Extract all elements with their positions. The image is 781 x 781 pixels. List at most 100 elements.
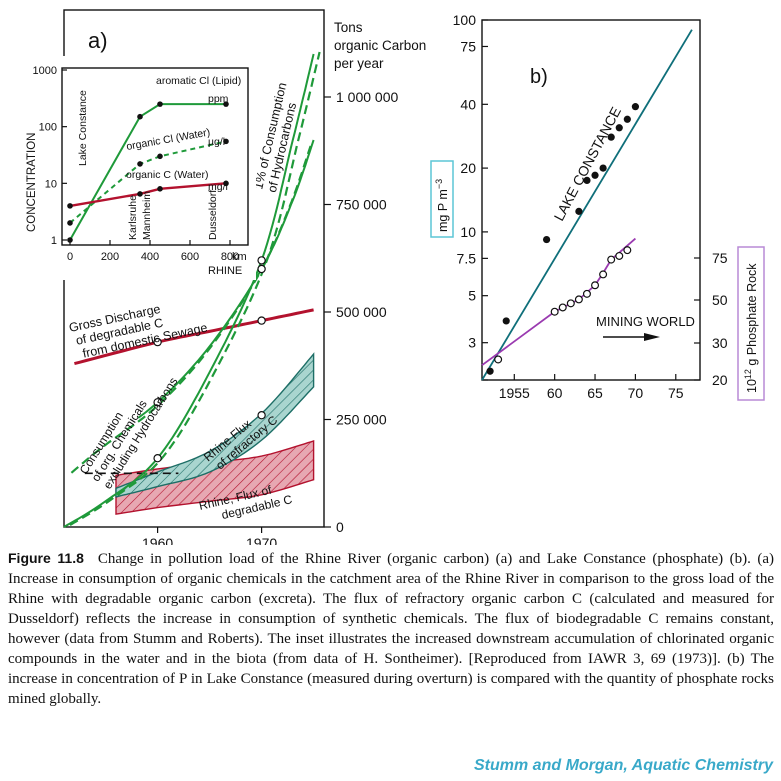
lake-constance-point bbox=[607, 133, 615, 141]
lake-constance-point bbox=[486, 367, 494, 375]
inset-label-aromatic: aromatic Cl (Lipid) bbox=[156, 75, 241, 87]
mining-world-point bbox=[550, 307, 559, 316]
inset-x-tick-label: 200 bbox=[101, 251, 119, 263]
mining-world-point bbox=[607, 255, 616, 264]
inset-x-unit: km bbox=[232, 251, 247, 263]
right-tick-label: 500 000 bbox=[336, 304, 387, 320]
data-marker bbox=[257, 411, 266, 420]
panel-a-x-ticks: 1960 1970 bbox=[142, 527, 277, 545]
inset-series-point bbox=[137, 113, 143, 120]
inset-x-tick-label: 400 bbox=[141, 251, 159, 263]
curve-gross-discharge bbox=[74, 308, 314, 366]
left-tick-label: 7.5 bbox=[457, 250, 477, 266]
credit-line: Stumm and Morgan, Aquatic Chemistry bbox=[474, 757, 773, 774]
lake-constance-point bbox=[631, 103, 640, 111]
left-tick-label: 75 bbox=[460, 38, 476, 54]
right-tick-label: 250 000 bbox=[336, 412, 387, 428]
inset-series-point bbox=[223, 180, 229, 187]
caption-text: Change in pollution load of the Rhine Ri… bbox=[8, 551, 774, 707]
inset-unit-aromatic: ppm bbox=[208, 93, 229, 105]
panel-b-left-ticks: 100 75 40 20 10 7.5 5 3 bbox=[453, 12, 488, 381]
panel-b-series bbox=[481, 29, 693, 381]
right-tick-label: 50 bbox=[712, 292, 728, 308]
data-marker bbox=[153, 398, 162, 407]
inset-y-ticks: 1000 100 10 1 bbox=[33, 65, 67, 247]
inset-x-ticks: 0 200 400 600 800 bbox=[67, 240, 239, 263]
lake-constance-point bbox=[502, 317, 510, 325]
panel-b-x-ticks: 1955 60 65 70 75 bbox=[499, 374, 684, 401]
x-tick-label: 1960 bbox=[142, 535, 173, 545]
inset-label-organic-c: organic C (Water) bbox=[126, 169, 208, 181]
label-gross-discharge: Gross Discharge of degradable C from dom… bbox=[68, 302, 209, 361]
inset-series-point bbox=[67, 203, 73, 209]
label-hydrocarbons: 1% of Consumption of Hydrocarbons bbox=[251, 81, 299, 194]
inset-backdrop bbox=[20, 56, 256, 280]
panel-b: b) 100 75 40 20 10 7.5 5 3 75 50 30 20 1955 60 65 70 7… bbox=[430, 12, 765, 401]
panel-b-label: b) bbox=[530, 66, 548, 88]
panel-a: a) Tons organic Carbon per year 1 000 00… bbox=[20, 9, 426, 545]
x-tick-label: 1970 bbox=[246, 535, 277, 545]
inset-series-point bbox=[137, 161, 143, 167]
lake-constance-point bbox=[542, 235, 551, 244]
panel-b-frame bbox=[481, 19, 701, 381]
left-tick-label: 100 bbox=[453, 12, 477, 28]
data-marker bbox=[153, 337, 162, 347]
panel-b-right-ticks: 75 50 30 20 bbox=[694, 250, 728, 388]
mining-world-point bbox=[582, 289, 591, 298]
inset-x-tick-label: 0 bbox=[67, 251, 73, 263]
mining-arrow-head bbox=[644, 333, 660, 341]
inset-x-tick-label: 600 bbox=[181, 251, 199, 263]
inset-series-line bbox=[69, 182, 227, 208]
figure-canvas: a) Tons organic Carbon per year 1 000 00… bbox=[20, 9, 765, 545]
inset-unit-organic-cl: µg/l bbox=[208, 136, 225, 148]
left-tick-label: 10 bbox=[460, 224, 476, 240]
panel-a-markers bbox=[153, 256, 266, 463]
inset-series-line bbox=[69, 140, 227, 224]
curve-org-chemicals-dashed bbox=[70, 145, 312, 474]
inset-xlabel: RHINE bbox=[208, 265, 242, 277]
lake-constance-fit-line bbox=[481, 29, 693, 381]
figure-caption: Figure 11.8 Change in pollution load of t… bbox=[8, 548, 774, 709]
right-unit-box bbox=[737, 246, 765, 401]
data-marker bbox=[257, 256, 266, 265]
caption-figure-label: Figure 11.8 bbox=[8, 550, 84, 566]
inset-series bbox=[67, 101, 229, 243]
right-tick-label: 750 000 bbox=[336, 197, 387, 213]
left-unit-box bbox=[430, 160, 454, 238]
inset-y-tick-label: 1000 bbox=[33, 65, 57, 77]
mining-world-point bbox=[623, 246, 632, 255]
inset-series-point bbox=[223, 138, 229, 145]
lake-constance-point bbox=[575, 207, 583, 215]
lake-constance-point bbox=[583, 176, 591, 184]
x-tick-label: 70 bbox=[628, 385, 644, 401]
mining-arrow bbox=[603, 333, 660, 341]
left-tick-label: 40 bbox=[460, 96, 476, 112]
mining-world-point bbox=[591, 281, 600, 290]
mining-world-point bbox=[566, 299, 575, 308]
lake-constance-point bbox=[591, 171, 599, 179]
right-axis-title-line-3: per year bbox=[334, 56, 384, 71]
data-marker bbox=[153, 454, 162, 463]
x-tick-label: 60 bbox=[547, 385, 563, 401]
right-tick-label: 0 bbox=[336, 519, 344, 535]
inset-y-tick-label: 1 bbox=[51, 235, 57, 247]
right-tick-label: 1 000 000 bbox=[336, 89, 398, 105]
curve-hydrocarbons bbox=[63, 53, 315, 528]
mining-world-point bbox=[615, 251, 624, 260]
panel-a-right-ticks: 1 000 000 750 000 500 000 250 000 0 bbox=[324, 89, 398, 535]
right-axis-title-line-2: organic Carbon bbox=[334, 38, 426, 53]
inset: 1000 100 10 1 0 200 400 600 800 RHINE km CONCEN… bbox=[20, 56, 256, 280]
x-tick-label: 65 bbox=[587, 385, 603, 401]
inset-location-lake-constance: Lake Constance bbox=[77, 90, 89, 166]
lake-constance-point bbox=[623, 115, 631, 123]
inset-x-tick-label: 800 bbox=[221, 251, 239, 263]
inset-y-tick-label: 100 bbox=[39, 122, 57, 134]
inset-series-point bbox=[157, 101, 163, 107]
x-tick-label: 1955 bbox=[499, 385, 530, 401]
right-axis-title-line-1: Tons bbox=[334, 20, 363, 35]
label-mining-world: MINING WORLD bbox=[596, 314, 695, 329]
inset-series-point bbox=[67, 237, 73, 243]
inset-series-point bbox=[223, 101, 229, 107]
inset-y-tick-label: 10 bbox=[45, 178, 57, 190]
mining-world-point bbox=[574, 295, 583, 304]
